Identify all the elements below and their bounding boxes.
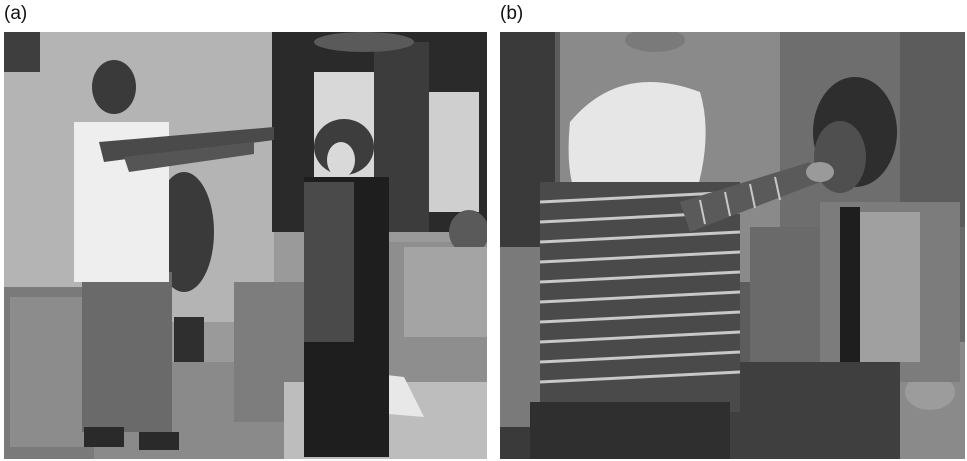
panel-b-label: (b) [500, 3, 524, 24]
photo-panel-a [4, 32, 487, 459]
panel-a-label: (a) [4, 3, 28, 24]
photo-panel-b [500, 32, 965, 459]
photo-a-image [4, 32, 487, 459]
photo-b-image [500, 32, 965, 459]
